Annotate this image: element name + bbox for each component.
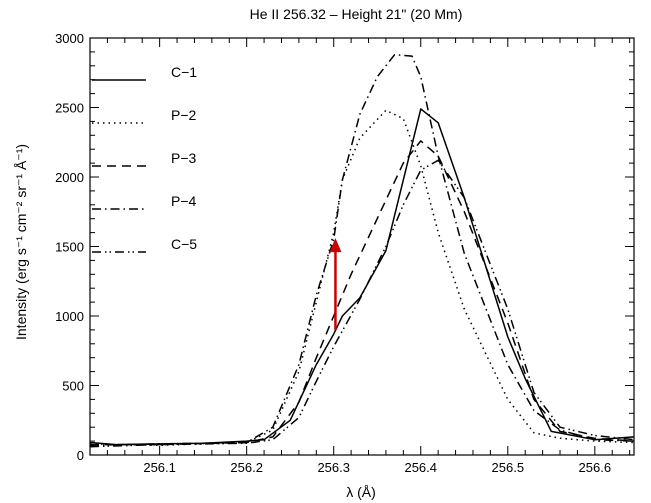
x-tick-label: 256.1 [143,460,176,475]
series-group [89,53,635,448]
legend-label-4: P−4 [171,193,197,209]
x-axis-label: λ (Å) [346,484,376,500]
x-tick-label: 256.3 [317,460,350,475]
x-axis: 256.1 256.2 256.3 256.4 256.5 256.6 [89,38,631,475]
legend-label-1: C−1 [171,64,197,80]
series-line-5 [89,159,635,448]
series-line-3 [90,140,635,446]
legend: C−1 P−2 P−3 P−4 C−5 [92,64,197,253]
series-line-4 [89,53,635,447]
legend-label-2: P−2 [171,107,197,123]
x-tick-label: 256.2 [230,460,263,475]
x-tick-label: 256.5 [492,460,525,475]
y-axis: 0 500 1000 1500 2000 2500 3000 [55,31,634,463]
series-line-2 [89,109,635,447]
y-tick-label: 2500 [55,101,84,116]
y-tick-label: 3000 [55,31,84,46]
y-tick-label: 500 [62,379,84,394]
y-tick-label: 1000 [55,309,84,324]
y-tick-label: 2000 [55,170,84,185]
legend-label-5: C−5 [171,236,197,252]
red-arrow-head [329,238,342,253]
annotation-group [329,238,342,330]
x-tick-label: 256.4 [404,460,437,475]
chart-title: He II 256.32 – Height 21" (20 Mm) [250,6,463,22]
y-axis-label: Intensity (erg s⁻¹ cm⁻² sr⁻¹ Å⁻¹) [13,144,29,340]
y-tick-label: 1500 [55,240,84,255]
x-tick-label: 256.6 [579,460,612,475]
legend-label-3: P−3 [171,150,197,166]
y-tick-label: 0 [77,448,84,463]
